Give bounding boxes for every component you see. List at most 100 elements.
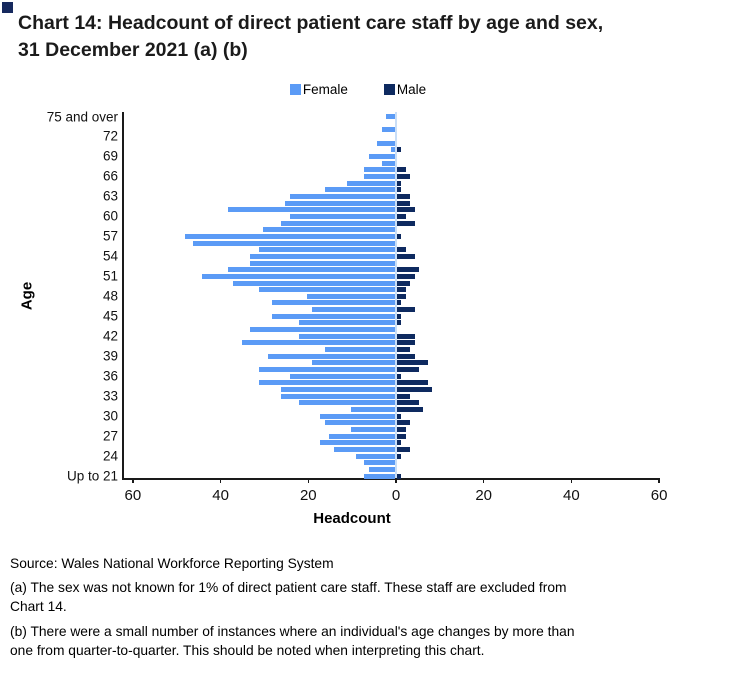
ytick-label-27: 27	[102, 428, 118, 444]
bar-female-36	[289, 373, 395, 379]
bar-male-60	[397, 213, 406, 219]
bar-female-28	[351, 427, 395, 433]
bar-male-52	[397, 267, 419, 273]
source-note: Source: Wales National Workforce Reporti…	[10, 556, 334, 571]
bar-female-37	[259, 367, 395, 373]
bar-female-57	[184, 233, 395, 239]
corner-marker	[2, 2, 13, 13]
legend-item-male: Male	[383, 82, 427, 97]
bar-female-58	[263, 227, 395, 233]
bar-male-24	[397, 453, 402, 459]
bar-female-60	[289, 213, 395, 219]
bar-female-53	[250, 260, 395, 266]
y-axis-line	[122, 112, 124, 478]
bar-female-70	[390, 147, 395, 153]
bar-male-59	[397, 220, 415, 226]
bar-female-55	[259, 247, 395, 253]
bar-male-31	[397, 407, 424, 413]
bar-female-43	[250, 327, 395, 333]
xtick-label-5: 40	[563, 487, 580, 504]
bar-female-63	[289, 193, 395, 199]
bar-male-57	[397, 233, 402, 239]
bar-female-25	[333, 447, 395, 452]
bar-female-24	[355, 453, 395, 459]
bar-female-up-to-21	[364, 473, 395, 479]
bar-male-25	[397, 447, 411, 452]
bar-female-41	[241, 340, 395, 346]
bar-male-70	[397, 147, 402, 153]
bar-male-47	[397, 300, 402, 306]
bar-female-51	[202, 273, 395, 279]
bar-female-30	[320, 413, 395, 419]
bar-male-42	[397, 333, 415, 339]
bar-female-39	[267, 353, 395, 359]
ytick-label-54: 54	[102, 248, 118, 264]
bar-male-26	[397, 440, 402, 446]
ytick-label-63: 63	[102, 188, 118, 204]
y-axis-title: Age	[18, 281, 36, 311]
bar-male-55	[397, 247, 406, 253]
xtick-label-1: 40	[212, 487, 229, 504]
xtick-label-2: 20	[299, 487, 317, 504]
ytick-label-30: 30	[102, 408, 118, 424]
bar-male-34	[397, 387, 433, 393]
bar-female-65	[346, 180, 395, 186]
bar-male-30	[397, 413, 402, 419]
bar-male-36	[397, 373, 402, 379]
bar-male-66	[397, 173, 411, 179]
bar-female-33	[280, 393, 395, 399]
ytick-label-42: 42	[102, 328, 118, 344]
ytick-label-60: 60	[102, 208, 118, 224]
chart-title: Chart 14: Headcount of direct patient ca…	[18, 10, 603, 63]
bar-male-41	[397, 340, 415, 346]
legend-label-male: Male	[396, 82, 427, 97]
bar-male-39	[397, 353, 415, 359]
bar-male-32	[397, 400, 419, 406]
bar-female-67	[364, 167, 395, 173]
bar-male-up-to-21	[397, 473, 402, 479]
ytick-label-36: 36	[102, 368, 118, 384]
ytick-label-up-to-21: Up to 21	[66, 468, 118, 484]
bar-female-50	[232, 280, 395, 286]
bar-male-62	[397, 200, 411, 206]
chart-title-line2: 31 December 2021 (a) (b)	[18, 38, 248, 61]
legend: Female Male	[0, 82, 716, 97]
ytick-label-33: 33	[102, 388, 118, 404]
chart-title-line1: Chart 14: Headcount of direct patient ca…	[18, 12, 604, 34]
bar-female-44	[298, 320, 395, 326]
bar-male-50	[397, 280, 411, 286]
bar-female-47	[272, 300, 395, 306]
bar-male-35	[397, 380, 428, 386]
ytick-label-45: 45	[102, 308, 118, 324]
bar-female-73	[381, 127, 395, 133]
xtick-mark	[482, 478, 485, 483]
bar-female-75-and-over	[386, 114, 395, 119]
footnote-b-line2: one from quarter-to-quarter. This should…	[10, 642, 485, 658]
bar-female-26	[320, 440, 395, 446]
bar-female-34	[280, 387, 395, 393]
bar-female-46	[311, 307, 395, 313]
bar-female-52	[228, 267, 395, 273]
ytick-label-72: 72	[102, 128, 118, 144]
bar-female-56	[193, 240, 395, 246]
x-axis-title: Headcount	[313, 510, 391, 527]
bar-male-54	[397, 253, 415, 259]
bar-female-59	[280, 220, 395, 226]
bar-female-35	[259, 380, 395, 386]
bar-male-33	[397, 393, 411, 399]
xtick-mark	[570, 478, 573, 483]
bar-female-71	[377, 140, 395, 146]
xtick-mark	[395, 478, 397, 483]
footnote-a: (a) The sex was not known for 1% of dire…	[10, 579, 567, 616]
ytick-label-69: 69	[102, 148, 118, 164]
xtick-label-6: 60	[650, 487, 668, 504]
bar-female-38	[311, 360, 395, 366]
xtick-label-0: 60	[124, 487, 142, 504]
x-axis-line	[122, 478, 659, 480]
bar-female-54	[250, 253, 395, 259]
bar-male-28	[397, 427, 406, 433]
bar-female-66	[364, 173, 395, 179]
footnote-a-line2: Chart 14.	[10, 598, 67, 614]
xtick-mark	[307, 478, 310, 483]
